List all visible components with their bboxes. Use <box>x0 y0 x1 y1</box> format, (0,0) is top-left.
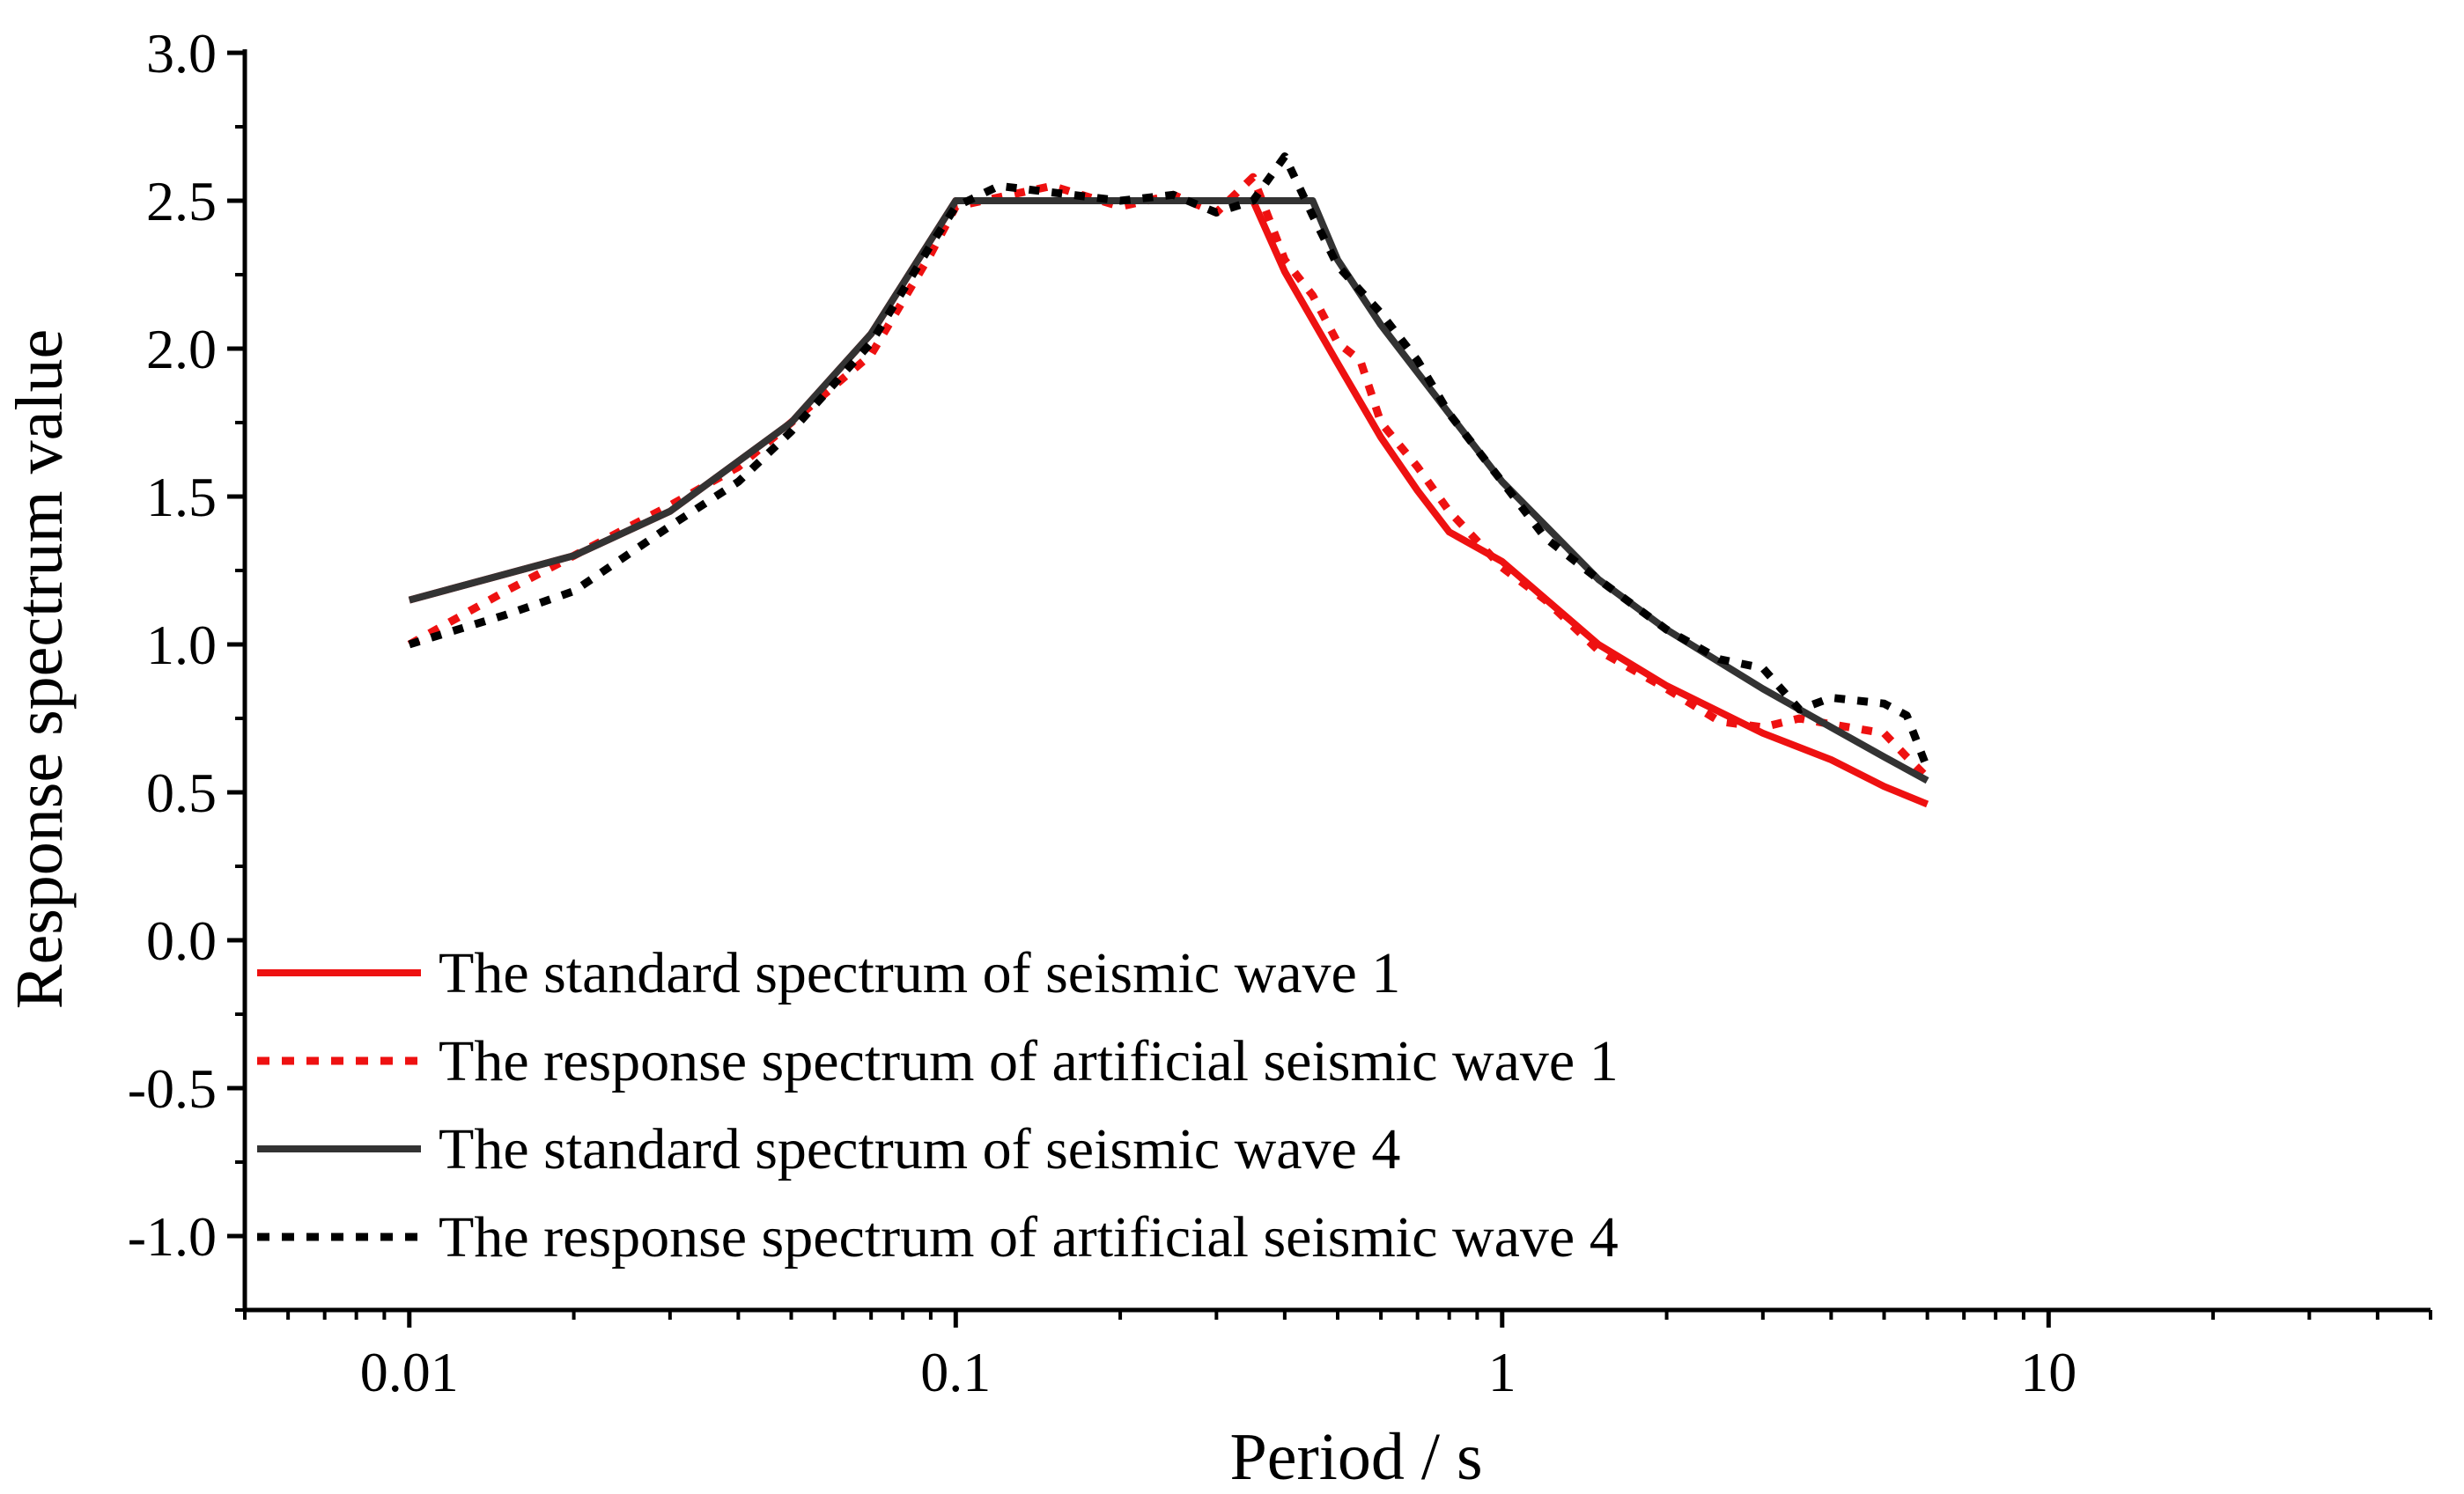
x-tick-label: 1 <box>1488 1341 1516 1403</box>
x-tick-label: 0.01 <box>360 1341 459 1403</box>
legend-label-3: The standard spectrum of seismic wave 4 <box>439 1117 1400 1181</box>
legend-label-1: The standard spectrum of seismic wave 1 <box>439 941 1400 1005</box>
y-tick-label: -1.0 <box>128 1205 217 1268</box>
x-tick-label: 0.1 <box>920 1341 991 1403</box>
y-tick-label: 3.0 <box>146 22 217 85</box>
y-tick-label: 2.0 <box>146 318 217 380</box>
axes: -1.0 -0.5 0.0 0.5 1.0 1.5 2.0 2.5 3.0 0.01 0.1 1 10 <box>128 22 2432 1403</box>
series-line-4 <box>408 152 1931 770</box>
series-line-2 <box>407 173 1930 781</box>
series-line-3 <box>408 197 1929 784</box>
y-tick-label: 0.0 <box>146 909 217 972</box>
series-line-1 <box>408 197 1929 808</box>
x-axis-title: Period / s <box>1229 1420 1482 1494</box>
legend-label-4: The response spectrum of artificial seis… <box>439 1205 1619 1270</box>
legend: The standard spectrum of seismic wave 1 T… <box>257 941 1619 1270</box>
legend-label-2: The response spectrum of artificial seis… <box>439 1029 1619 1093</box>
y-tick-label: 1.5 <box>146 466 217 528</box>
y-tick-label: -0.5 <box>128 1057 217 1120</box>
y-tick-label: 0.5 <box>146 762 217 824</box>
x-tick-label: 10 <box>2020 1341 2077 1403</box>
y-tick-label: 1.0 <box>146 614 217 676</box>
series-layer <box>407 152 1931 808</box>
y-tick-label: 2.5 <box>146 170 217 232</box>
y-axis-title: Response spectrum value <box>3 329 77 1009</box>
